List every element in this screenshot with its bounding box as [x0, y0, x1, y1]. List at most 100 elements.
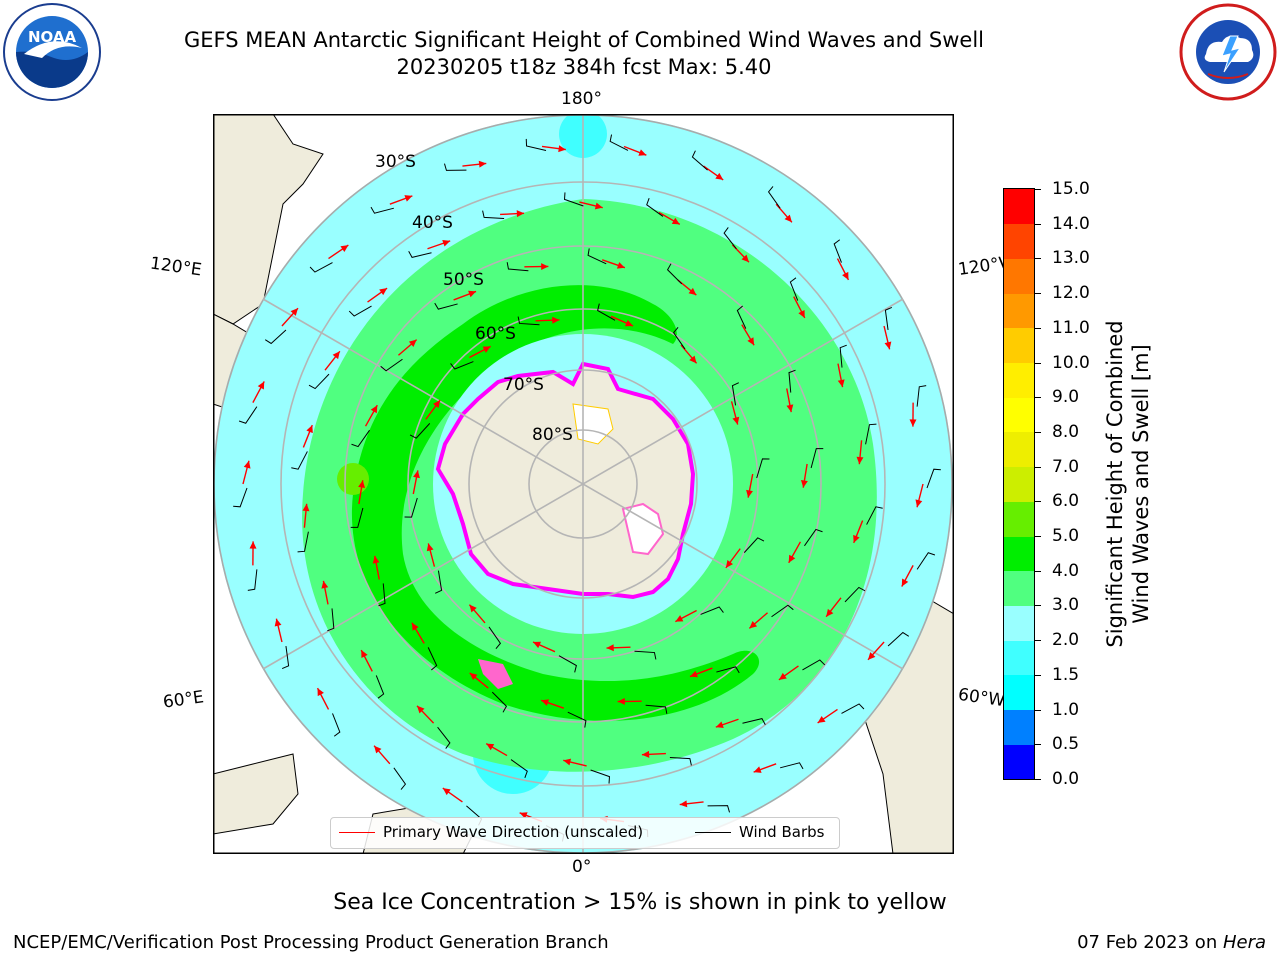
wind-barb — [264, 329, 287, 345]
colorbar-tick-mark — [1035, 327, 1041, 329]
colorbar-tick-label: 0.0 — [1052, 769, 1080, 789]
wave-arrow-head — [837, 379, 845, 388]
noaa-logo-text: NOAA — [28, 28, 77, 46]
wave-arrow-head — [715, 172, 724, 180]
wind-barb — [731, 382, 740, 406]
wave-arrow-head — [798, 309, 805, 318]
wind-barb — [723, 227, 737, 250]
wave-arrow-head — [842, 271, 849, 280]
wind-barb — [525, 138, 547, 151]
wind-barb — [916, 385, 927, 407]
wave-arrow-head — [617, 697, 625, 705]
wind-barb — [291, 451, 308, 470]
wave-arrow-head — [732, 416, 740, 425]
wind-barb — [833, 239, 842, 263]
wave-arrow-head — [788, 554, 796, 563]
wind-barb — [437, 726, 451, 749]
lat-label-60s: 60°S — [475, 324, 516, 344]
wave-arrow-head — [340, 245, 349, 252]
lat-label-40s: 40°S — [412, 213, 453, 233]
colorbar-tick-mark — [1035, 189, 1041, 190]
wind-barb — [488, 626, 502, 650]
colorbar-tick-mark — [1035, 466, 1041, 468]
wind-barb — [866, 506, 883, 525]
colorbar-segment — [1004, 431, 1034, 468]
colorbar-tick-mark — [1035, 674, 1041, 676]
wind-barb — [669, 757, 692, 766]
wave-arrow-head — [563, 758, 572, 766]
wave-arrow-head — [749, 621, 758, 629]
wind-barb — [517, 316, 540, 326]
wind-barb — [348, 305, 372, 317]
wave-arrow-head — [541, 263, 549, 271]
wave-arrow-head — [817, 716, 826, 723]
wind-barb — [742, 718, 766, 725]
wind-barb — [926, 468, 941, 489]
wave-arrow-head — [689, 670, 698, 678]
lat-label-70s: 70°S — [503, 375, 544, 395]
colorbar — [1003, 188, 1035, 780]
colorbar-tick-mark — [1035, 744, 1041, 746]
wind-barb — [351, 429, 370, 448]
lat-label-30s: 30°S — [375, 152, 416, 172]
colorbar-segment — [1004, 327, 1034, 364]
wind-barb — [327, 608, 335, 632]
nws-logo — [1179, 3, 1277, 101]
wind-barb — [887, 631, 910, 647]
colorbar-tick-label: 2.0 — [1052, 630, 1080, 651]
wave-arrow-head — [482, 346, 491, 353]
wave-arrow-head — [747, 337, 755, 346]
wind-barb — [281, 645, 290, 670]
colorbar-tick-label: 9.0 — [1052, 387, 1080, 408]
wave-arrow-head — [361, 650, 368, 659]
wind-barb — [238, 406, 258, 424]
colorbar-segment — [1004, 570, 1034, 606]
wave-arrow-head — [317, 688, 324, 697]
wind-barb — [780, 762, 804, 770]
colorbar-tick-label: 7.0 — [1052, 456, 1080, 477]
wave-arrow-head — [909, 419, 917, 427]
wind-barb — [865, 423, 877, 445]
wind-barb — [916, 552, 936, 570]
wind-barb — [802, 659, 826, 671]
wind-barb — [587, 248, 607, 265]
wind-barb — [482, 210, 505, 219]
wave-arrow-head — [679, 800, 688, 808]
colorbar-tick-mark — [1035, 779, 1041, 780]
lon-label-60e: 60°E — [161, 687, 206, 713]
legend-wave-label: Primary Wave Direction (unscaled) — [383, 823, 644, 841]
wave-arrow-head — [675, 615, 684, 622]
wave-arrow-head — [746, 489, 753, 498]
wave-arrow-head — [257, 381, 265, 390]
wind-barb — [308, 373, 330, 390]
colorbar-segment — [1004, 189, 1034, 225]
wave-field-4-5m — [351, 285, 760, 721]
colorbar-segment — [1004, 605, 1034, 641]
wind-barb — [672, 326, 686, 350]
colorbar-segment — [1004, 258, 1034, 294]
colorbar-segment — [1004, 223, 1034, 259]
wind-barb — [408, 251, 432, 258]
colorbar-segment — [1004, 362, 1034, 398]
wave-arrow-head — [516, 210, 525, 218]
footer-host: Hera — [1222, 932, 1266, 953]
wind-barb — [427, 647, 438, 671]
wind-barb — [233, 487, 248, 508]
wind-barb — [506, 262, 529, 272]
wind-barb — [247, 569, 258, 591]
lon-label-0: 0° — [572, 857, 592, 877]
colorbar-tick-mark — [1035, 258, 1041, 260]
colorbar-segment — [1004, 640, 1034, 676]
wind-barb — [736, 305, 747, 329]
colorbar-tick-mark — [1035, 709, 1041, 711]
wind-barb — [716, 666, 740, 674]
wind-barb — [297, 531, 309, 553]
wind-barb — [804, 528, 823, 547]
colorbar-segment — [1004, 501, 1034, 537]
wave-arrow-head — [901, 578, 909, 587]
wave-arrow-head — [541, 699, 550, 706]
chart-subtitle: 20230205 t18z 384h fcst Max: 5.40 — [396, 55, 772, 79]
wind-barb — [375, 675, 385, 699]
wave-arrow-head — [442, 788, 451, 796]
colorbar-segment — [1004, 536, 1034, 572]
